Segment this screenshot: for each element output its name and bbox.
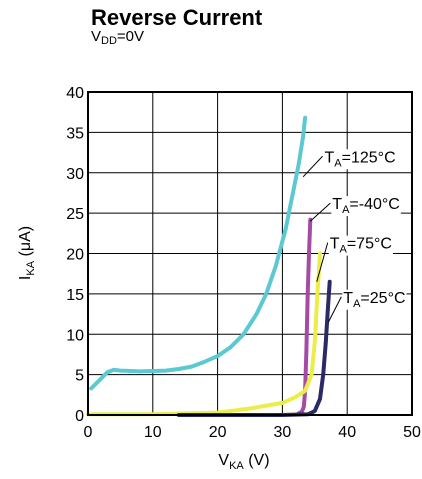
x-tick-label: 30 [274, 424, 292, 441]
series-annotation-bg [342, 289, 407, 310]
plot-frame [87, 91, 413, 416]
series-annotations: TA=125°C TA=-40°C TA=75°C TA=25°C [302, 149, 407, 323]
subtitle-sub: DD [101, 35, 117, 47]
y-tick-label: 25 [66, 206, 84, 223]
x-axis-label-sub: KA [229, 460, 244, 472]
series-line [89, 115, 308, 391]
x-tick-label: 10 [144, 424, 162, 441]
series-annotation: TA=125°C [325, 149, 396, 169]
annotation-leader [316, 242, 329, 282]
series-annotation: TA=-40°C [332, 196, 400, 216]
annotation-leader [302, 155, 323, 178]
y-axis-label-main: I [17, 276, 34, 280]
x-axis-label: VKA (V) [218, 452, 269, 472]
annotation-leader [327, 296, 342, 323]
subtitle-main: V [91, 28, 102, 45]
series-annotation: TA=25°C [343, 290, 405, 310]
y-tick-label: 30 [66, 166, 84, 183]
y-axis-label: IKA (μA) [17, 226, 37, 280]
x-axis-label-main: V [218, 452, 229, 469]
y-tick-label: 20 [66, 247, 84, 264]
y-tick-label: 40 [66, 85, 84, 102]
series-annotation: TA=75°C [330, 236, 392, 256]
subtitle-rest: =0V [116, 28, 145, 45]
series-annotation-bg [331, 196, 401, 217]
series-line [296, 217, 313, 416]
tick-labels: 0 10 20 30 40 50 0 5 10 15 20 25 30 35 40 [66, 85, 421, 441]
x-tick-label: 50 [403, 424, 421, 441]
x-tick-label: 20 [209, 424, 227, 441]
y-axis-label-sub: KA [25, 260, 37, 275]
annotation-leader [309, 202, 331, 222]
y-tick-label: 15 [66, 287, 84, 304]
series-annotation-bg [328, 235, 393, 256]
frame [87, 91, 413, 416]
x-tick-label: 0 [84, 424, 93, 441]
series-layer [86, 115, 332, 417]
x-tick-label: 40 [338, 424, 356, 441]
y-tick-label: 35 [66, 125, 84, 142]
series-annotation-bg [323, 149, 397, 170]
y-tick-label: 5 [75, 368, 84, 385]
chart-subtitle: VDD=0V [91, 29, 262, 49]
chart-title: Reverse Current [91, 5, 263, 30]
x-axis-label-rest: (V) [244, 452, 270, 469]
y-axis-label-rest: (μA) [17, 226, 34, 261]
y-tick-label: 10 [66, 327, 84, 344]
y-tick-label: 0 [75, 408, 84, 425]
